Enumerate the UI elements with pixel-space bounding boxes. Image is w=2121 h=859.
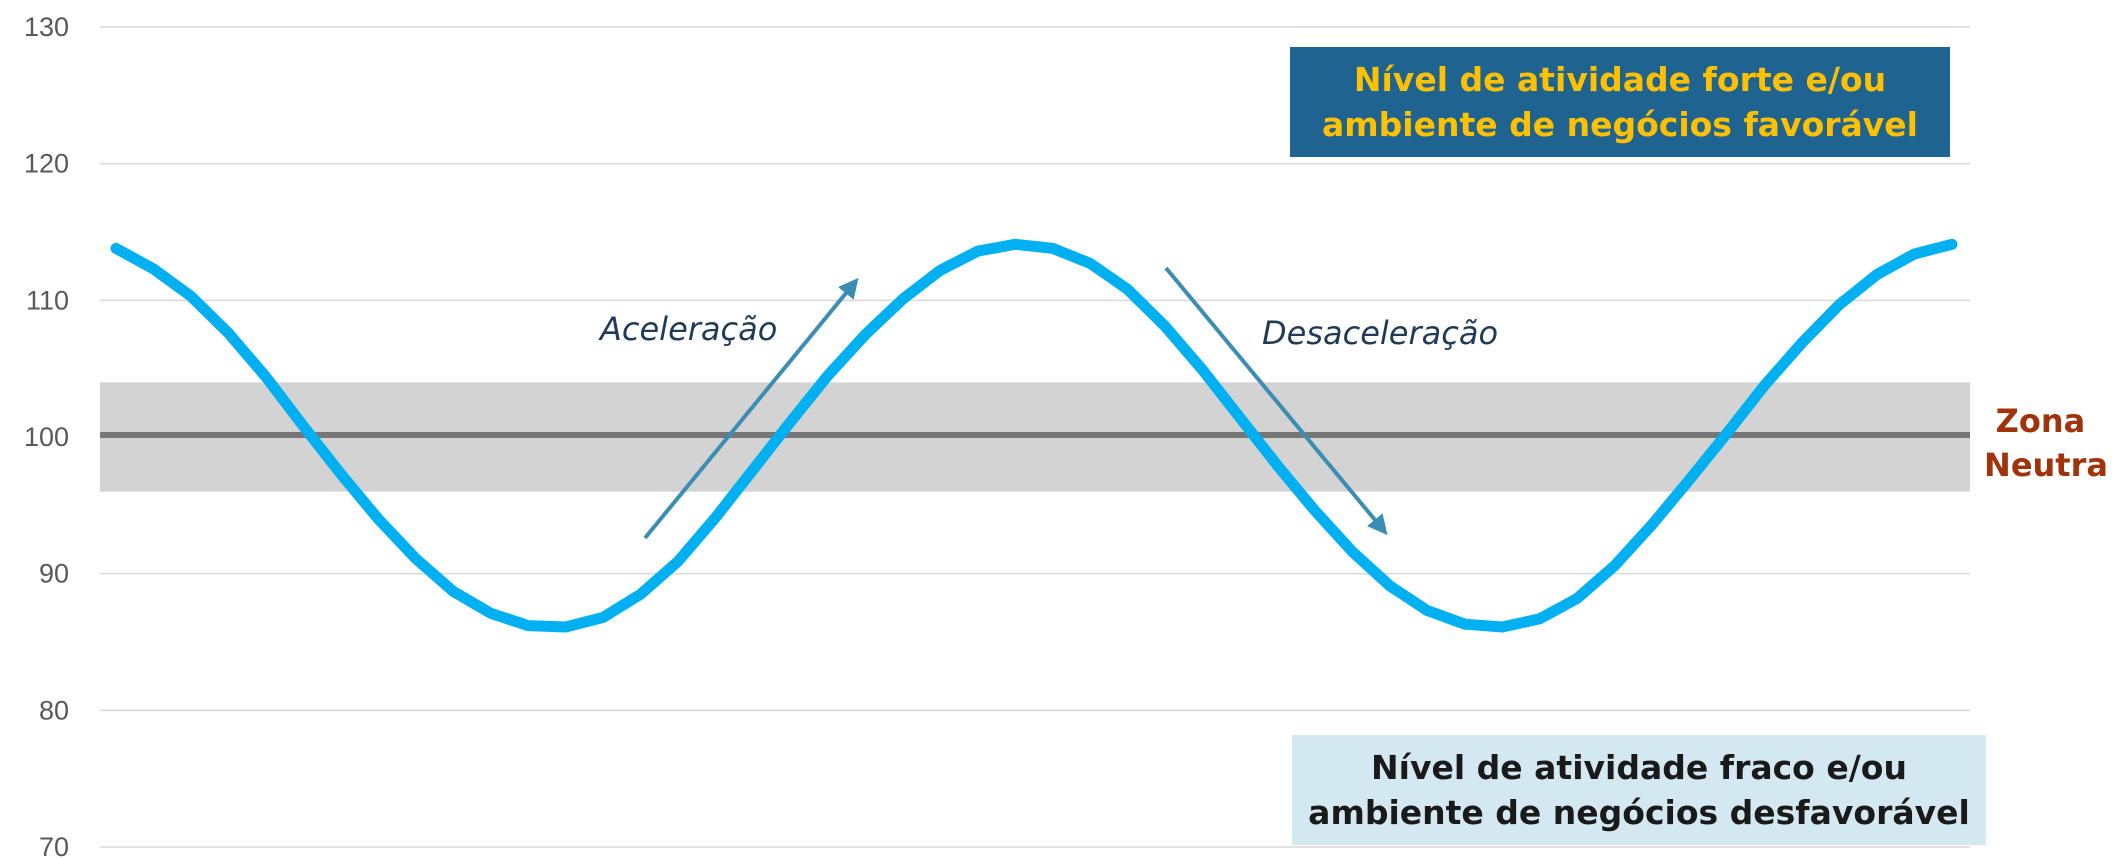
deceleration-arrow [1164,266,1388,536]
y-tick-label-130: 130 [24,12,69,42]
y-tick-label-120: 120 [24,149,69,179]
unfavorable-box-line2: ambiente de negócios desfavorável [1308,793,1970,832]
y-tick-label-90: 90 [39,559,69,589]
favorable-box-line2: ambiente de negócios favorável [1322,105,1918,144]
acceleration-arrow [643,277,859,540]
y-axis-tick-labels: 70 80 90 100 110 120 130 [24,12,69,859]
deceleration-label: Desaceleração [1262,314,1498,352]
y-tick-label-100: 100 [24,422,69,452]
neutral-zone-label-line2: Neutra [1984,446,2108,484]
neutral-zone-label-line1: Zona [1996,402,2086,440]
y-tick-label-80: 80 [39,695,69,725]
neutral-zone-label: Zona Neutra [1984,402,2108,484]
favorable-box-line1: Nível de atividade forte e/ou [1354,60,1886,99]
unfavorable-box-line1: Nível de atividade fraco e/ou [1371,748,1907,787]
y-tick-label-110: 110 [26,285,69,315]
unfavorable-box [1292,735,1986,845]
series-line-activity [110,238,1958,633]
y-tick-label-70: 70 [39,832,69,859]
acceleration-label: Aceleração [598,310,777,348]
favorable-box [1290,47,1950,157]
